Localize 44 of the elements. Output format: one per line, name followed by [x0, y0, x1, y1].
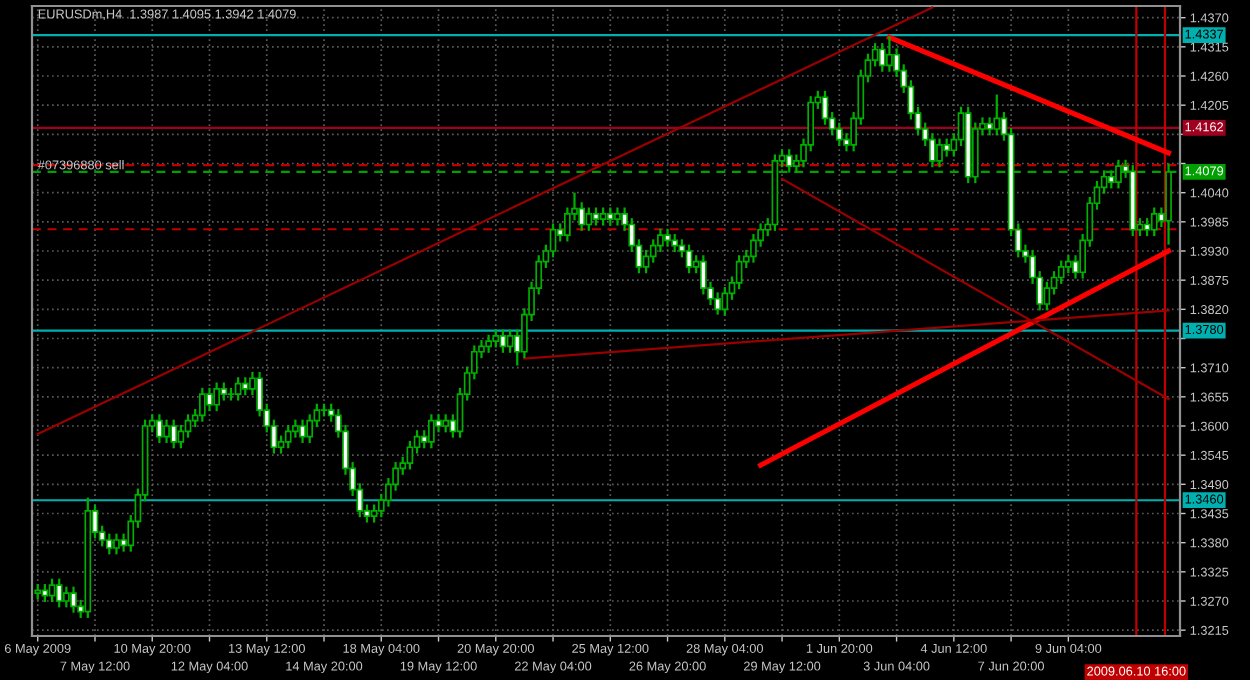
candlestick — [606, 206, 614, 227]
candlestick — [599, 206, 607, 227]
candlestick — [936, 137, 943, 169]
candlestick — [506, 328, 514, 354]
candlestick — [585, 206, 593, 232]
candlestick — [299, 418, 306, 445]
candlestick — [785, 148, 793, 174]
candlestick — [943, 137, 951, 158]
candlestick — [685, 243, 693, 275]
candlestick — [986, 116, 993, 137]
candlestick — [492, 328, 500, 349]
candlestick — [163, 418, 170, 445]
candlestick — [1150, 206, 1158, 238]
candlestick — [220, 381, 228, 402]
candlestick — [1115, 158, 1122, 190]
candlestick — [878, 42, 886, 73]
candlestick — [234, 376, 242, 402]
candlestick — [170, 418, 178, 450]
candlestick — [614, 206, 621, 227]
candlestick — [1143, 217, 1151, 238]
candlestick — [428, 413, 435, 450]
candlestick — [1107, 169, 1115, 190]
candlestick — [671, 232, 679, 254]
candlestick — [578, 201, 586, 232]
candlestick — [48, 577, 56, 604]
candlestick — [156, 413, 163, 445]
candlestick — [993, 93, 1001, 137]
candlestick — [70, 585, 77, 614]
candlestick — [113, 532, 120, 556]
candlestick — [41, 582, 49, 604]
candlestick — [198, 386, 206, 423]
candlestick — [55, 577, 63, 609]
candlestick — [499, 328, 507, 354]
candlestick — [206, 386, 213, 413]
candlestick — [63, 585, 70, 609]
candlestick — [592, 206, 600, 227]
candlestick — [241, 376, 249, 397]
candlestick — [213, 381, 220, 413]
candlestick — [664, 227, 671, 248]
candlestick — [442, 413, 450, 434]
candlestick — [284, 423, 292, 450]
candlestick — [886, 35, 893, 73]
candlestick — [105, 532, 113, 556]
candlestick — [485, 333, 492, 354]
